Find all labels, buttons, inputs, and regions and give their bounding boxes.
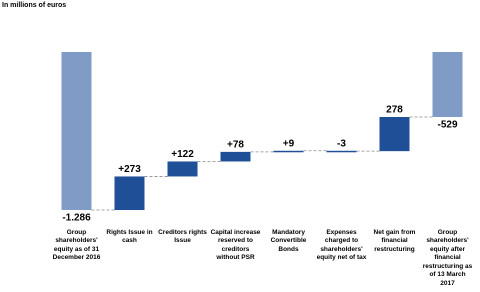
- category-label: Net gain from financial restructuring: [373, 229, 416, 253]
- value-label: +78: [227, 140, 244, 151]
- bar: [220, 151, 251, 162]
- value-label: 278: [386, 105, 403, 116]
- category-label: Expenses charged to shareholders' equity…: [316, 229, 367, 262]
- bar: [432, 52, 463, 117]
- category-label: Capital increase reserved to creditors w…: [210, 229, 261, 262]
- chart-title: In millions of euros: [2, 2, 67, 9]
- value-label: +122: [171, 149, 194, 160]
- category-label: Group shareholders' equity as of 31 Dece…: [52, 229, 101, 262]
- value-label: -3: [337, 138, 346, 149]
- category-label: Mandatory Convertible Bonds: [270, 229, 307, 253]
- category-label: Rights Issue in cash: [106, 229, 153, 245]
- value-label: -529: [437, 120, 457, 131]
- bar: [114, 176, 145, 210]
- value-label: +273: [118, 164, 141, 175]
- bar: [326, 150, 357, 153]
- value-label: -1.286: [62, 213, 91, 224]
- category-label: Creditors rights Issue: [158, 229, 207, 245]
- category-label: Group shareholders' equity after financi…: [422, 229, 473, 287]
- bar: [61, 52, 92, 210]
- value-label: +9: [283, 138, 295, 149]
- bar: [167, 161, 198, 177]
- bar: [273, 150, 304, 153]
- bar: [379, 116, 410, 152]
